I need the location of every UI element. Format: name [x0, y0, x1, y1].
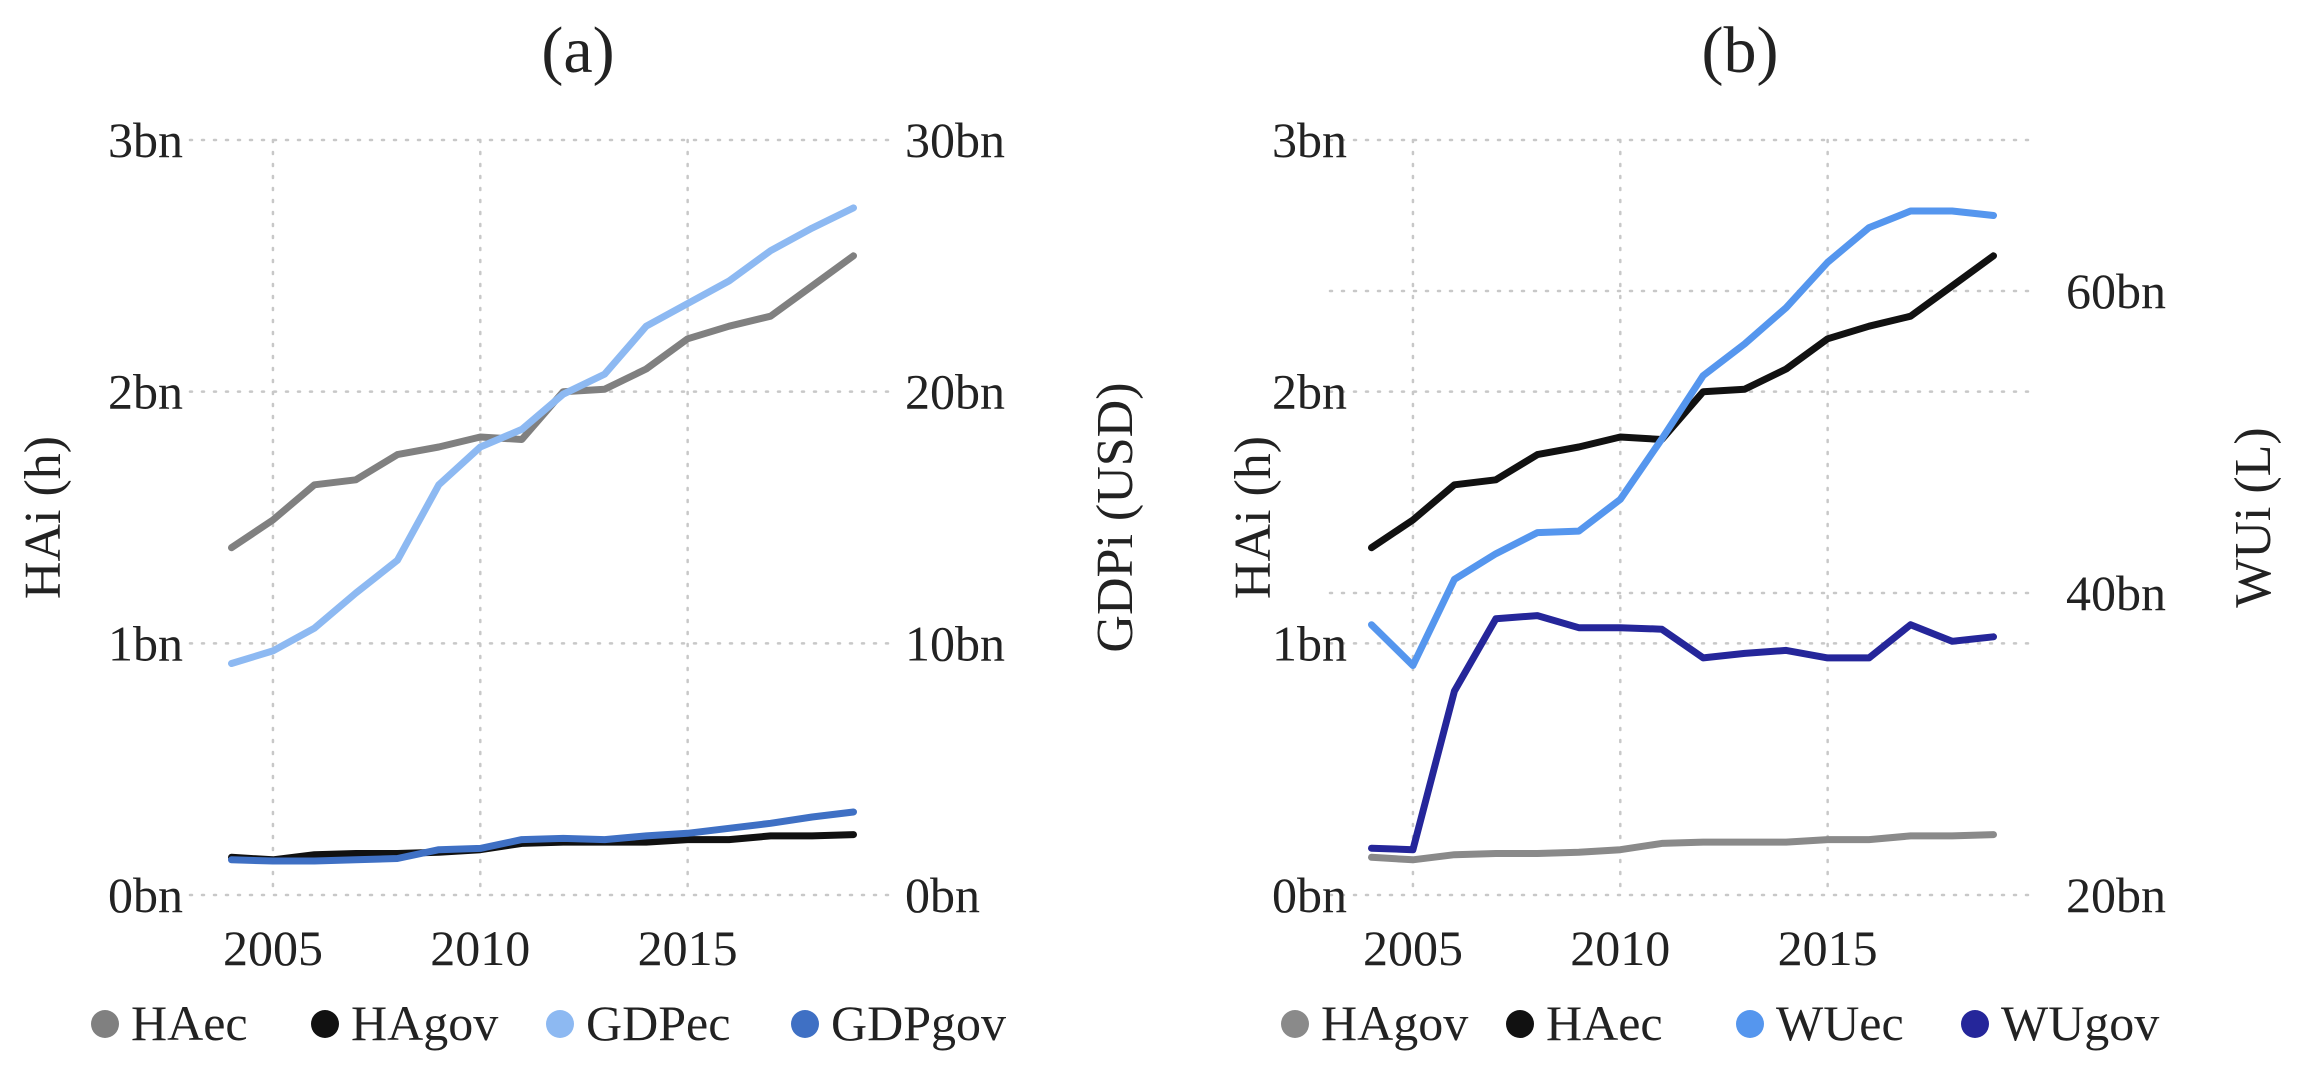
chart-b-legend-marker	[1961, 1010, 1989, 1038]
chart-b-y2tick-label: 40bn	[2066, 565, 2166, 621]
chart-a-y2tick-label: 0bn	[905, 867, 980, 923]
chart-b-series-wuec-line	[1368, 207, 1997, 669]
chart-b-xtick-label: 2015	[1778, 920, 1878, 976]
chart-b-legend-marker	[1506, 1010, 1534, 1038]
chart-b-legend-label: WUgov	[2001, 995, 2159, 1051]
chart-panel-a: (a) 0bn 1bn 2bn 3bn 0bn 10bn 20bn 30bn 2005 2010 20…	[15, 14, 1144, 1051]
chart-b-ylabel: HAi (h)	[1225, 436, 1282, 599]
chart-b-legend-label: HAgov	[1321, 995, 1468, 1051]
chart-b-xtick-label: 2010	[1570, 920, 1670, 976]
chart-a-legend-label: HAgov	[351, 995, 498, 1051]
chart-b-ytick-label: 3bn	[1272, 112, 1347, 168]
chart-b-ytick-label: 2bn	[1272, 364, 1347, 420]
chart-a-legend-marker	[311, 1010, 339, 1038]
chart-a-legend-label: GDPgov	[831, 995, 1006, 1051]
chart-b-series-haec-line	[1368, 252, 1997, 552]
chart-a-title: (a)	[541, 14, 614, 87]
chart-a-series-haec-line	[228, 252, 857, 552]
chart-a-series-gdpec-line	[228, 204, 857, 667]
chart-a-legend-label: HAec	[131, 995, 248, 1051]
chart-a-ytick-label: 3bn	[108, 112, 183, 168]
chart-a-y2tick-label: 10bn	[905, 615, 1005, 671]
chart-a-legend-marker	[91, 1010, 119, 1038]
chart-b-ytick-label: 0bn	[1272, 867, 1347, 923]
chart-a-xtick-label: 2015	[638, 920, 738, 976]
chart-b-legend-label: HAec	[1546, 995, 1663, 1051]
chart-b-legend-marker	[1281, 1010, 1309, 1038]
chart-a-ytick-label: 2bn	[108, 364, 183, 420]
chart-b-legend-marker	[1736, 1010, 1764, 1038]
chart-a-y2label: GDPi (USD)	[1087, 382, 1144, 652]
chart-a-xtick-label: 2005	[223, 920, 323, 976]
chart-b-xtick-label: 2005	[1363, 920, 1463, 976]
chart-a-ylabel: HAi (h)	[15, 436, 72, 599]
chart-b-y2label: WUi (L)	[2225, 427, 2282, 607]
chart-b-y2tick-label: 20bn	[2066, 867, 2166, 923]
chart-a-legend-label: GDPec	[586, 995, 730, 1051]
chart-a-legend-marker	[791, 1010, 819, 1038]
chart-b-series-wugov-line	[1368, 612, 1997, 854]
chart-panel-b: (b) 0bn 1bn 2bn 3bn 20bn 40bn 60bn 2005 2010 2015 H…	[1225, 14, 2282, 1051]
chart-b-title: (b)	[1702, 14, 1779, 87]
chart-a-series-gdpgov-line	[228, 808, 857, 865]
chart-b-legend-label: WUec	[1776, 995, 1904, 1051]
chart-a-ytick-label: 0bn	[108, 867, 183, 923]
chart-b-ytick-label: 1bn	[1272, 615, 1347, 671]
chart-b-series-hagov-line	[1368, 831, 1997, 864]
chart-a-legend-marker	[546, 1010, 574, 1038]
chart-a-y2tick-label: 20bn	[905, 364, 1005, 420]
chart-a-y2tick-label: 30bn	[905, 112, 1005, 168]
chart-a-xtick-label: 2010	[430, 920, 530, 976]
chart-b-y2tick-label: 60bn	[2066, 263, 2166, 319]
chart-a-series-hagov-line	[228, 831, 857, 864]
chart-a-ytick-label: 1bn	[108, 615, 183, 671]
